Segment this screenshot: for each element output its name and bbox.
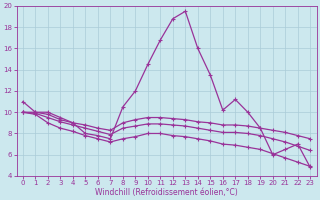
X-axis label: Windchill (Refroidissement éolien,°C): Windchill (Refroidissement éolien,°C) <box>95 188 238 197</box>
